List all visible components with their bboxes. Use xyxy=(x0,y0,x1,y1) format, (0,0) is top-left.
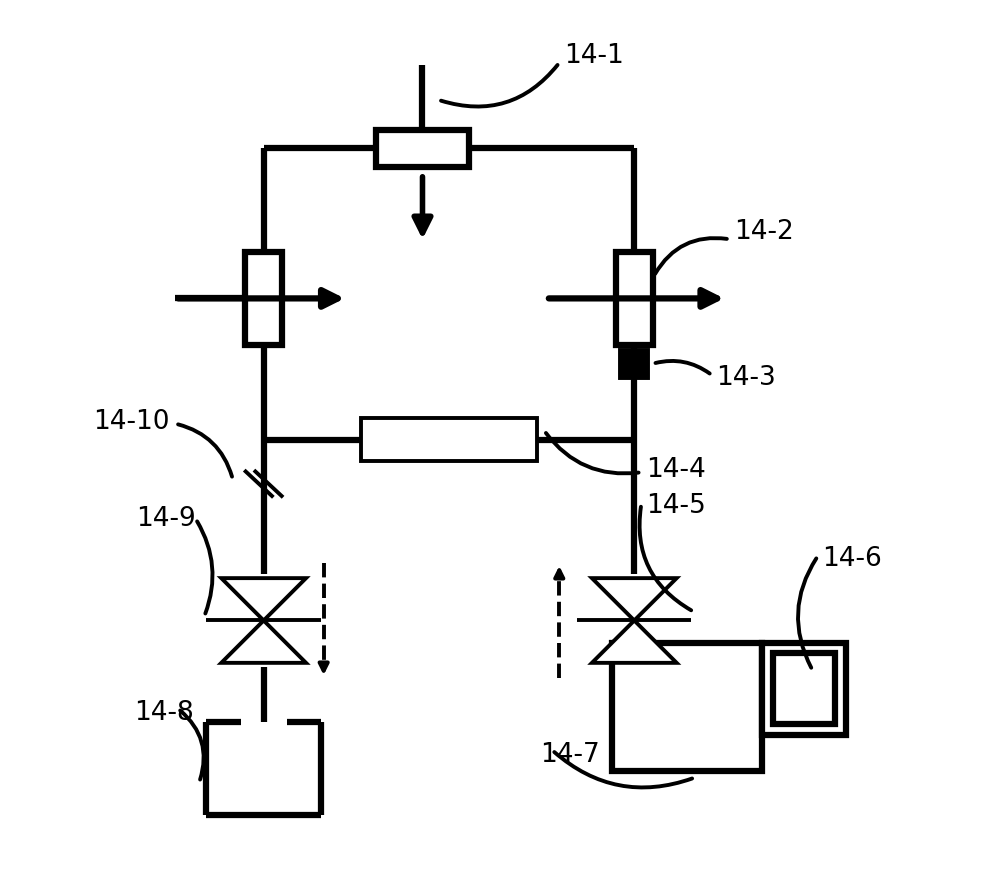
Bar xyxy=(376,130,468,167)
Polygon shape xyxy=(221,621,306,662)
Text: 14-7: 14-7 xyxy=(540,741,599,767)
Text: 14-8: 14-8 xyxy=(134,700,194,726)
Bar xyxy=(615,252,652,345)
Bar xyxy=(619,350,648,377)
Polygon shape xyxy=(221,578,306,621)
Text: 14-1: 14-1 xyxy=(564,43,623,68)
Polygon shape xyxy=(591,578,676,621)
Bar xyxy=(361,418,537,461)
Bar xyxy=(772,654,835,724)
Bar xyxy=(245,252,282,345)
Text: 14-3: 14-3 xyxy=(716,365,775,391)
Text: 14-2: 14-2 xyxy=(734,219,793,245)
Text: 14-6: 14-6 xyxy=(821,546,881,572)
Text: 14-5: 14-5 xyxy=(645,493,705,519)
Polygon shape xyxy=(591,621,676,662)
Text: 14-10: 14-10 xyxy=(93,409,170,435)
Text: 14-9: 14-9 xyxy=(135,506,195,532)
Bar xyxy=(761,643,845,734)
Bar xyxy=(611,643,761,771)
Text: 14-4: 14-4 xyxy=(645,457,705,483)
